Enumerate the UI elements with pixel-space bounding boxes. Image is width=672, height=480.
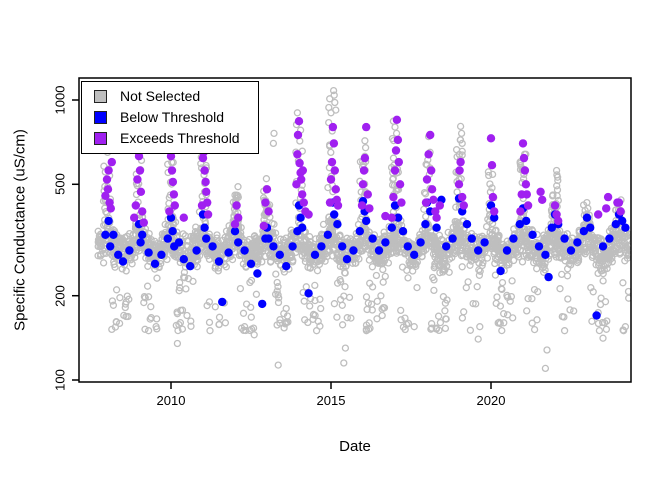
legend-label: Below Threshold [120,109,225,125]
legend-swatch-blue [94,111,107,124]
y-axis-title: Specific Conductance (uS/cm) [11,129,29,331]
x-tick-label: 2015 [316,393,346,408]
legend-item-exceeds-threshold: Exceeds Threshold [94,131,258,146]
y-tick-label: 100 [52,369,68,391]
x-tick-label: 2010 [156,393,186,408]
x-tick-label: 2020 [476,393,506,408]
y-tick-label: 500 [52,173,68,196]
x-axis-title: Date [339,438,371,455]
legend-item-below-threshold: Below Threshold [94,110,258,125]
y-tick-label: 1000 [52,85,68,115]
legend-item-not-selected: Not Selected [94,89,258,104]
series-exceeds-threshold-points [101,115,625,231]
series-below-threshold-points [101,194,630,320]
legend-swatch-purple [94,132,107,145]
y-tick-label: 200 [52,284,68,307]
legend: Not Selected Below Threshold Exceeds Thr… [81,81,259,154]
legend-label: Not Selected [120,88,201,104]
plot-box [78,77,632,383]
legend-swatch-gray [94,90,107,103]
legend-label: Exceeds Threshold [120,130,240,146]
